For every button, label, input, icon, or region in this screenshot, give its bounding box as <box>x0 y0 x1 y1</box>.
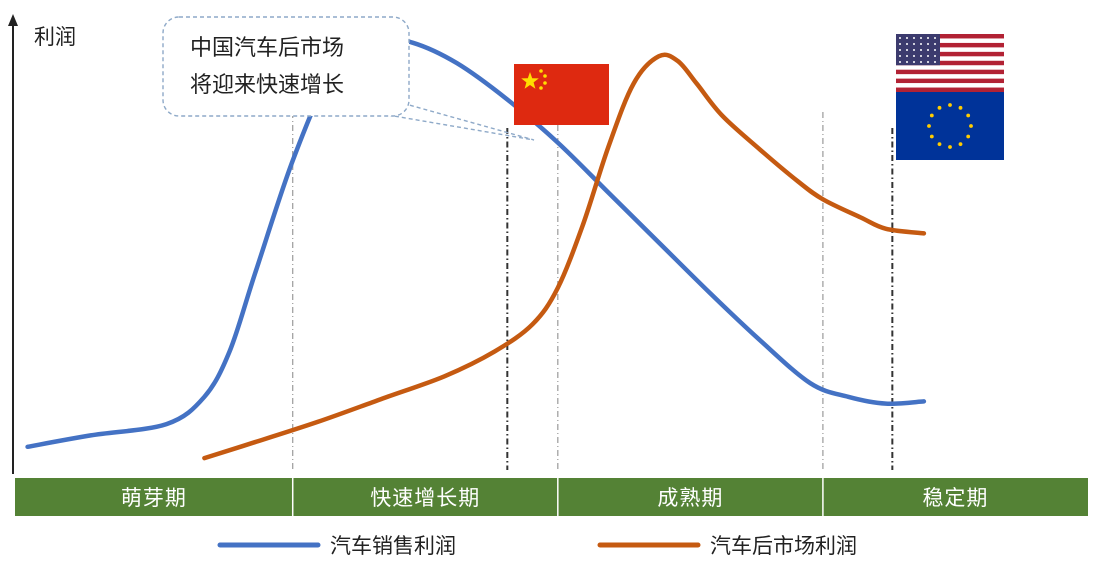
usa-flag-star <box>899 55 901 57</box>
usa-flag-stripe <box>896 69 1004 75</box>
series-layer <box>25 31 927 461</box>
y-axis-arrow <box>8 14 18 26</box>
usa-flag-star <box>927 61 929 63</box>
eu-flag-star <box>958 142 963 147</box>
eu-flag-star <box>937 105 942 110</box>
callout-pointer <box>387 102 535 141</box>
usa-flag-star <box>920 55 922 57</box>
usa-flag-star <box>906 37 908 39</box>
usa-flag-star <box>906 61 908 63</box>
phase-band: 萌芽期 快速增长期 成熟期 稳定期 <box>15 478 1088 516</box>
usa-flag-star <box>906 43 908 45</box>
usa-flag-star <box>927 55 929 57</box>
series-line-car-sales-profit <box>25 31 927 450</box>
usa-flag-stripe <box>896 34 1004 39</box>
eu-flag-star <box>948 145 952 149</box>
usa-flag-stripe <box>896 38 1004 44</box>
usa-flag-stripe <box>896 65 1004 70</box>
phase-label: 萌芽期 <box>121 486 187 510</box>
usa-flag-star <box>927 43 929 45</box>
eu-flag-star <box>948 103 952 107</box>
usa-flag-stripe <box>896 47 1004 53</box>
usa-flag-star <box>927 37 929 39</box>
eu-flag-star <box>937 142 942 147</box>
eu-flag-field <box>896 92 1004 160</box>
phase-label: 快速增长期 <box>370 486 480 510</box>
usa-flag-star <box>920 61 922 63</box>
eu-flag-star <box>969 124 973 128</box>
phase-label: 成熟期 <box>657 486 723 510</box>
legend: 汽车销售利润 汽车后市场利润 <box>217 534 857 558</box>
eu-flag-star <box>966 113 971 118</box>
china-flag-big-star <box>521 72 539 89</box>
china-flag-small-star <box>543 74 547 78</box>
usa-flag-stripe <box>896 83 1004 88</box>
usa-flag-star <box>899 37 901 39</box>
usa-flag-star <box>899 43 901 45</box>
usa-flag-stripe <box>896 60 1004 66</box>
usa-flag-stripe <box>896 42 1004 48</box>
usa-flag-star <box>934 61 936 63</box>
usa-flag-star <box>906 49 908 51</box>
usa-flag-stripe <box>896 78 1004 84</box>
legend-label-sales: 汽车销售利润 <box>330 534 456 558</box>
callout-line-2: 将迎来快速增长 <box>190 73 344 98</box>
usa-flag-star <box>899 49 901 51</box>
usa-flag-star <box>920 43 922 45</box>
usa-flag-stripe <box>896 87 1004 93</box>
usa-flag-stripe <box>896 74 1004 79</box>
usa-flag-star <box>913 43 915 45</box>
callout: 中国汽车后市场 将迎来快速增长 <box>162 16 535 141</box>
usa-flag-star <box>920 37 922 39</box>
usa-flag-star <box>906 55 908 57</box>
eu-flag-star <box>929 134 934 139</box>
eu-flag-star <box>958 105 963 110</box>
usa-flag <box>896 34 1004 93</box>
usa-flag-star <box>913 55 915 57</box>
usa-flag-star <box>913 49 915 51</box>
legend-label-aftermarket: 汽车后市场利润 <box>710 534 857 558</box>
phase-label: 稳定期 <box>922 486 988 510</box>
usa-flag-star <box>934 55 936 57</box>
callout-line-1: 中国汽车后市场 <box>190 36 344 61</box>
eu-flag-star <box>929 113 934 118</box>
usa-flag-star <box>920 49 922 51</box>
china-flag <box>514 64 609 125</box>
usa-flag-star <box>913 61 915 63</box>
y-axis-label: 利润 <box>34 25 76 49</box>
china-flag-small-star <box>539 86 543 90</box>
usa-flag-star <box>934 49 936 51</box>
usa-flag-stripe <box>896 51 1004 57</box>
usa-flag-star <box>927 49 929 51</box>
usa-flag-star <box>934 37 936 39</box>
callout-bubble <box>162 16 410 117</box>
eu-flag <box>896 92 1004 160</box>
usa-flag-star <box>934 43 936 45</box>
china-flag-small-star <box>539 69 543 73</box>
usa-flag-star <box>899 61 901 63</box>
eu-flag-star <box>966 134 971 139</box>
phase-band-background <box>15 478 1088 516</box>
usa-flag-star <box>913 37 915 39</box>
eu-flag-star <box>927 124 931 128</box>
china-flag-small-star <box>543 81 547 85</box>
phase-divider-lines <box>292 112 894 470</box>
series-line-aftermarket-profit <box>202 52 927 461</box>
usa-flag-canton <box>896 34 940 66</box>
usa-flag-stripe <box>896 56 1004 62</box>
